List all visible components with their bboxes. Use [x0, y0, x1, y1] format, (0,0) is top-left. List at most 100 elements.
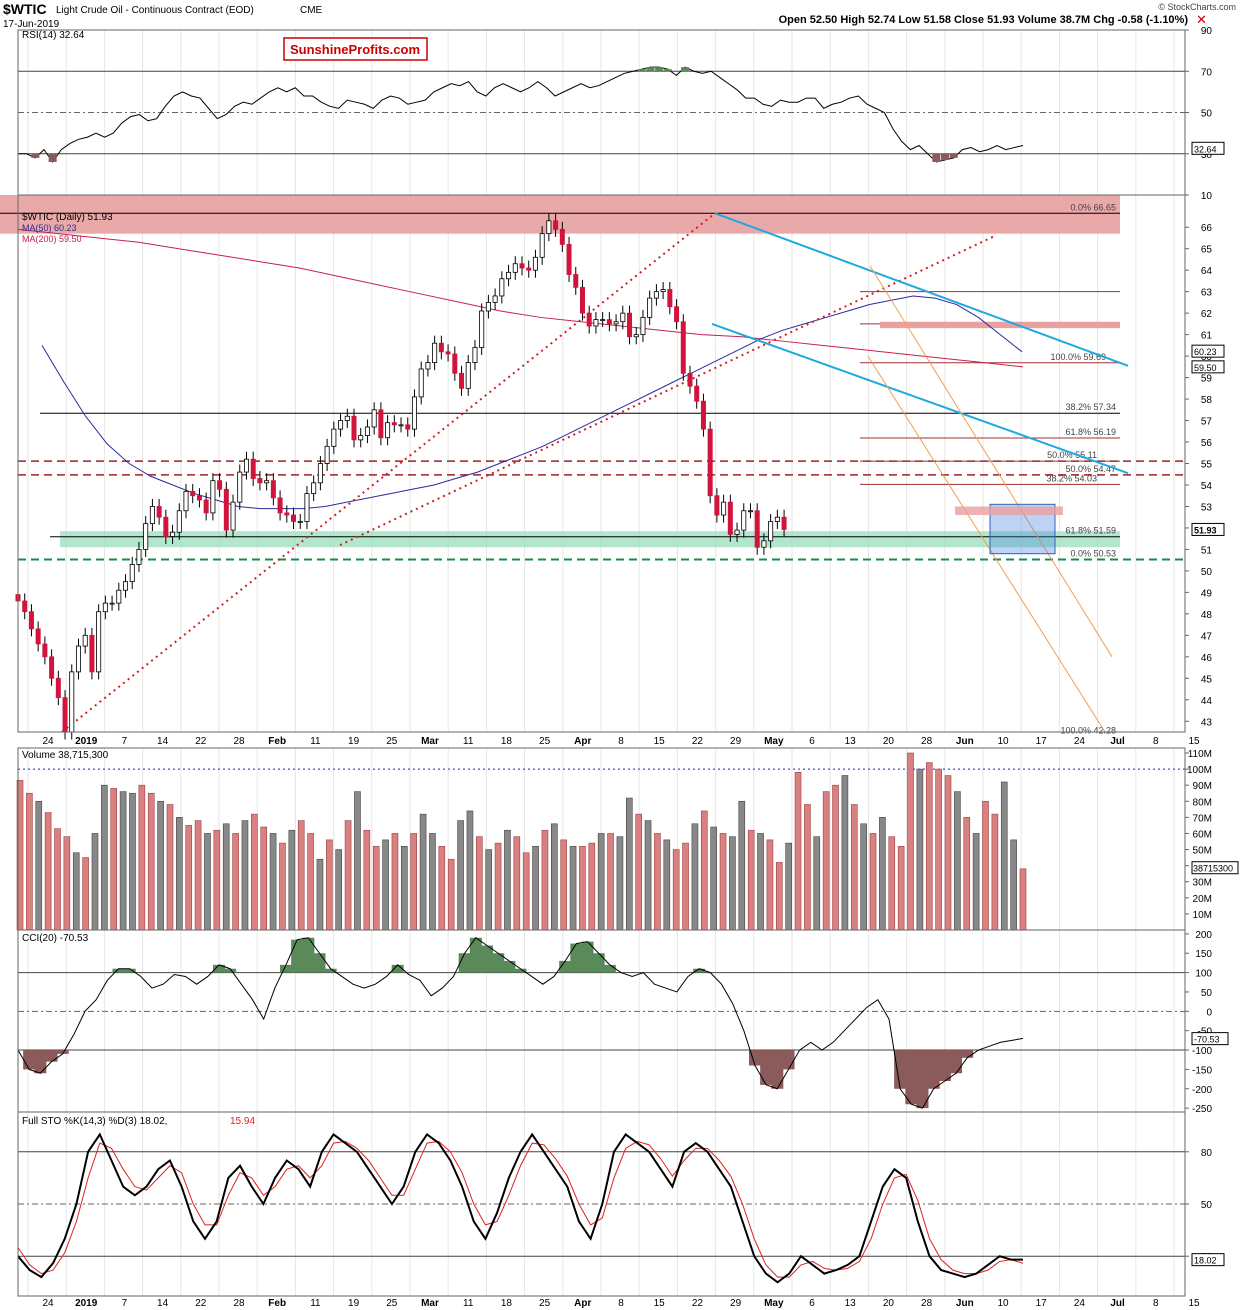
bottom-x-tick: 17: [1036, 1298, 1048, 1309]
candle-body: [492, 295, 498, 303]
bottom-x-tick: 29: [730, 1298, 742, 1309]
volume-bar: [775, 862, 783, 931]
price-tick-label: 51: [1201, 545, 1213, 556]
volume-tick-label: 80M: [1193, 797, 1212, 808]
bottom-x-tick: 18: [501, 1298, 513, 1309]
candle-body: [89, 634, 95, 673]
volume-bar: [747, 829, 755, 931]
volume-bar: [457, 820, 464, 931]
candle-body: [129, 564, 135, 583]
price-x-tick: 22: [195, 736, 207, 747]
volume-last-value: 38715300: [1193, 864, 1233, 874]
rsi-line: [18, 66, 1024, 163]
candle-body: [425, 362, 431, 370]
candle-body: [170, 531, 176, 537]
volume-bar: [766, 839, 774, 931]
volume-bar: [363, 829, 371, 931]
price-x-tick: 19: [348, 736, 360, 747]
candle-body: [378, 409, 384, 439]
volume-bar: [401, 846, 408, 931]
candle-body: [203, 499, 209, 514]
price-x-tick: Jun: [956, 736, 974, 747]
candle-body: [465, 362, 471, 389]
price-tick-label: 47: [1201, 631, 1213, 642]
bottom-x-tick: 19: [348, 1298, 360, 1309]
fib-label: 38.2% 57.34: [1065, 402, 1116, 412]
candle-body: [566, 244, 572, 275]
sto-tick-label: 80: [1201, 1148, 1213, 1159]
price-tick-label: 62: [1201, 309, 1213, 320]
volume-bar: [138, 784, 146, 931]
cci-negative-fill: [45, 1050, 58, 1062]
candle-body: [680, 321, 686, 374]
rising-channel-upper: [61, 212, 716, 733]
volume-bar: [944, 775, 952, 931]
volume-bar: [879, 817, 886, 931]
cci-tick-label: -200: [1192, 1085, 1212, 1096]
volume-bar: [663, 839, 671, 931]
volume-bar: [954, 791, 961, 931]
candle-body: [304, 493, 310, 522]
cci-negative-fill: [894, 1050, 907, 1089]
volume-bar: [335, 849, 343, 931]
volume-tick-label: 90M: [1193, 781, 1212, 792]
price-x-tick: 13: [845, 736, 857, 747]
volume-bar: [419, 813, 427, 931]
close-chart-icon[interactable]: ✕: [1196, 12, 1207, 27]
cci-negative-fill: [760, 1050, 773, 1085]
bottom-x-tick: Jul: [1110, 1298, 1125, 1309]
cci-label: CCI(20) -70.53: [22, 933, 89, 944]
volume-bar: [672, 849, 680, 931]
candle-body: [317, 463, 323, 484]
volume-bar: [1010, 839, 1017, 931]
rsi-value-box: [1191, 141, 1225, 155]
bottom-x-tick: 22: [195, 1298, 207, 1309]
fib-label: 61.8% 56.19: [1065, 427, 1116, 437]
volume-bar: [288, 829, 296, 931]
volume-bar: [344, 820, 352, 931]
rsi-oversold-fill: [932, 153, 941, 162]
volume-bar: [438, 846, 446, 931]
cci-positive-fill: [570, 943, 583, 973]
candle-body: [311, 482, 317, 494]
candle-body: [613, 321, 619, 325]
price-tick-label: 49: [1201, 588, 1213, 599]
volume-bar: [54, 828, 61, 931]
volume-label: Volume 38,715,300: [22, 750, 109, 761]
candle-body: [432, 342, 438, 363]
volume-bar: [513, 836, 521, 931]
price-tick-label: 59: [1201, 374, 1213, 385]
volume-bar: [925, 762, 933, 931]
rsi-tick-label: 30: [1201, 150, 1213, 161]
candle-body: [136, 549, 142, 565]
volume-panel: 110M100M90M80M70M60M50M40M30M20M10MVolum…: [16, 747, 1239, 931]
price-x-tick: 7: [122, 736, 128, 747]
bottom-x-tick: Feb: [268, 1298, 286, 1309]
candle-body: [627, 312, 633, 338]
cci-positive-fill: [123, 968, 136, 973]
volume-bar: [110, 788, 118, 931]
fib-label: 50.0% 54.47: [1065, 464, 1116, 474]
sto-tick-label: 50: [1201, 1200, 1213, 1211]
candle-body: [344, 415, 350, 421]
price-x-tick: 24: [1074, 736, 1086, 747]
candle-body: [754, 510, 760, 548]
rsi-oversold-fill: [941, 153, 950, 160]
volume-bar: [1000, 781, 1008, 931]
ma200-value: 59.50: [1194, 363, 1217, 373]
volume-bar: [991, 813, 999, 931]
candle-body: [149, 506, 155, 525]
volume-bar: [729, 836, 736, 931]
bottom-x-tick: 24: [1074, 1298, 1086, 1309]
candle-body: [123, 581, 129, 591]
cci-negative-fill: [927, 1050, 940, 1089]
volume-bar: [597, 833, 605, 931]
volume-bar: [935, 768, 942, 931]
volume-bar: [822, 791, 830, 931]
volume-bar: [682, 842, 689, 931]
volume-bar: [429, 833, 436, 931]
candle-body: [291, 514, 297, 522]
volume-bar: [147, 792, 155, 931]
candle-body: [506, 271, 512, 280]
bottom-x-tick: 15: [654, 1298, 666, 1309]
